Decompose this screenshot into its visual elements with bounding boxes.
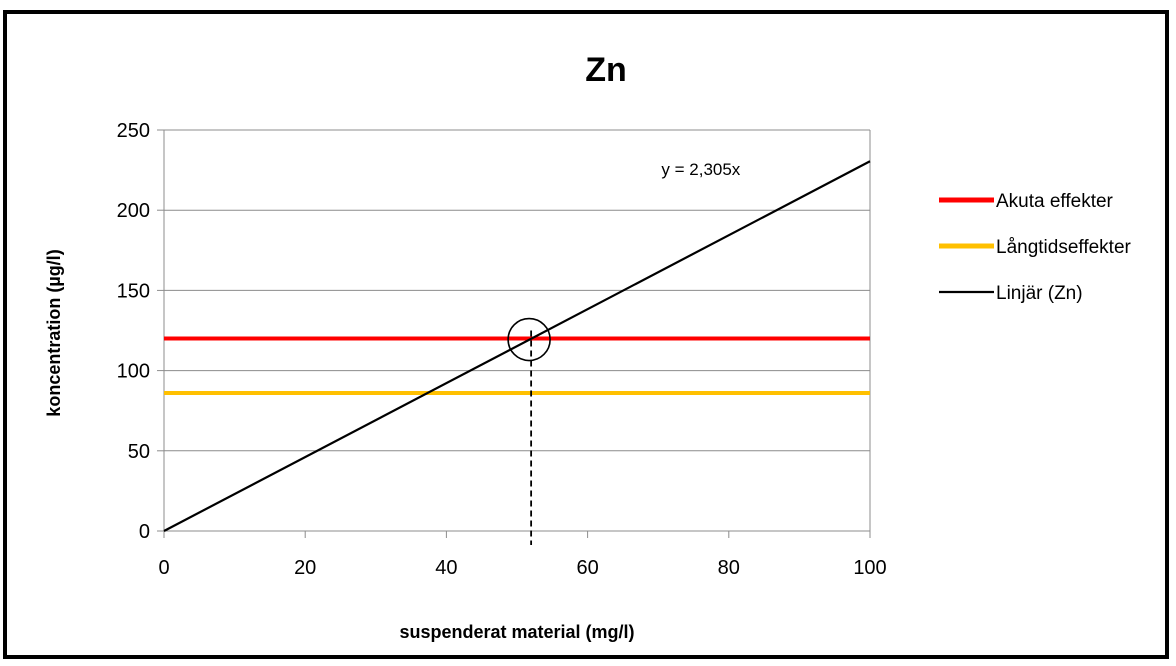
chart-title: Zn (585, 51, 627, 89)
y-tick-label-3: 150 (117, 280, 150, 302)
y-tick-label-2: 100 (117, 361, 150, 383)
y-tick-label-4: 200 (117, 200, 150, 222)
x-tick-label-2: 40 (435, 557, 457, 579)
x-tick-label-0: 0 (158, 557, 169, 579)
series-group (163, 160, 871, 532)
intersection-circle (507, 317, 551, 362)
y-axis-label: koncentration (µg/l) (44, 249, 64, 416)
x-tick-labels: 0 20 40 60 80 100 (158, 557, 886, 579)
intersection-marker-group (507, 317, 551, 545)
x-axis-label: suspenderat material (mg/l) (399, 622, 634, 642)
y-tick-labels: 0 50 100 150 200 250 (117, 120, 150, 543)
legend-label-0: Akuta effekter (996, 191, 1114, 212)
legend-label-1: Långtidseffekter (996, 237, 1132, 258)
x-tick-label-1: 20 (294, 557, 316, 579)
trendline-equation: y = 2,305x (661, 160, 740, 179)
chart-frame: Zn 0 50 100 150 200 250 0 20 40 60 80 100 y = 2,30… (3, 10, 1169, 659)
legend: Akuta effekter Långtidseffekter Linjär (Zn… (939, 191, 1132, 304)
series-line-2 (163, 160, 871, 532)
x-tick-label-5: 100 (853, 557, 886, 579)
x-tick-label-3: 60 (576, 557, 598, 579)
grid (157, 129, 871, 538)
y-tick-label-1: 50 (128, 441, 150, 463)
x-tick-label-4: 80 (718, 557, 740, 579)
y-tick-label-0: 0 (139, 521, 150, 543)
legend-label-2: Linjär (Zn) (996, 283, 1083, 304)
y-tick-label-5: 250 (117, 120, 150, 142)
chart: Zn 0 50 100 150 200 250 0 20 40 60 80 100 y = 2,30… (44, 51, 1132, 642)
